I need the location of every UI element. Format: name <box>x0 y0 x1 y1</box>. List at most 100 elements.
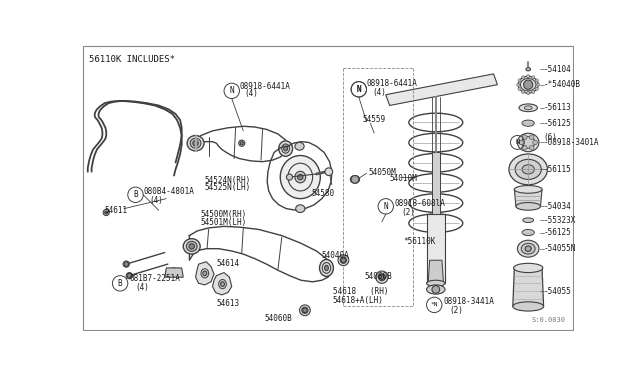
Circle shape <box>240 142 243 145</box>
Circle shape <box>325 168 333 176</box>
Circle shape <box>124 262 129 266</box>
Circle shape <box>529 135 534 140</box>
Text: 54060B: 54060B <box>365 272 393 281</box>
Ellipse shape <box>522 120 534 126</box>
Ellipse shape <box>525 246 531 251</box>
Ellipse shape <box>103 209 109 216</box>
Text: 54050M: 54050M <box>369 168 397 177</box>
Text: 54559: 54559 <box>363 115 386 125</box>
Text: 54614: 54614 <box>216 259 239 268</box>
Text: (4): (4) <box>136 283 149 292</box>
Circle shape <box>524 80 533 89</box>
Ellipse shape <box>524 106 532 110</box>
Text: N: N <box>515 140 520 145</box>
Text: B: B <box>133 190 138 199</box>
Text: 54501M(LH): 54501M(LH) <box>201 218 247 227</box>
Text: (2): (2) <box>401 208 415 217</box>
Text: 08918-608lA: 08918-608lA <box>395 199 446 208</box>
Text: -54104: -54104 <box>543 65 572 74</box>
Ellipse shape <box>126 273 132 279</box>
Circle shape <box>532 90 535 93</box>
Ellipse shape <box>338 255 349 266</box>
Ellipse shape <box>203 271 207 276</box>
Circle shape <box>532 76 535 79</box>
Ellipse shape <box>219 279 227 289</box>
Text: 54060B: 54060B <box>265 314 292 323</box>
Polygon shape <box>212 273 232 295</box>
Ellipse shape <box>376 271 388 283</box>
Ellipse shape <box>513 302 543 311</box>
Ellipse shape <box>513 263 543 273</box>
Circle shape <box>527 92 530 95</box>
Circle shape <box>533 140 538 145</box>
Ellipse shape <box>168 268 179 276</box>
Text: S:0.0030: S:0.0030 <box>531 317 565 323</box>
Text: N: N <box>356 85 361 94</box>
Ellipse shape <box>183 239 200 254</box>
Text: N: N <box>229 86 234 95</box>
Ellipse shape <box>284 146 287 151</box>
Text: -08918-3401A: -08918-3401A <box>543 138 599 147</box>
Circle shape <box>537 83 540 86</box>
Text: *N: *N <box>431 302 438 307</box>
Text: (4): (4) <box>149 196 163 205</box>
Ellipse shape <box>287 174 292 180</box>
Polygon shape <box>386 74 497 106</box>
Ellipse shape <box>340 257 346 263</box>
Text: N: N <box>356 85 361 94</box>
Text: *56110K: *56110K <box>403 237 436 246</box>
Text: 08918-6441A: 08918-6441A <box>367 78 417 87</box>
Ellipse shape <box>519 104 538 112</box>
Circle shape <box>535 79 538 82</box>
Text: 54618+A(LH): 54618+A(LH) <box>333 296 383 305</box>
Ellipse shape <box>521 243 535 254</box>
Text: -*54040B: -*54040B <box>543 80 580 89</box>
Ellipse shape <box>516 202 541 210</box>
Ellipse shape <box>302 307 308 313</box>
Circle shape <box>127 273 132 278</box>
Polygon shape <box>515 189 542 206</box>
Ellipse shape <box>520 78 536 91</box>
Ellipse shape <box>350 176 360 183</box>
Polygon shape <box>513 268 543 307</box>
Text: (4): (4) <box>245 89 259 98</box>
Text: -56125: -56125 <box>543 228 572 237</box>
Ellipse shape <box>517 240 539 257</box>
Ellipse shape <box>515 186 542 193</box>
Text: -56125: -56125 <box>543 119 572 128</box>
Text: N: N <box>383 202 388 211</box>
Text: 54040A: 54040A <box>322 251 349 260</box>
Ellipse shape <box>526 68 531 71</box>
Circle shape <box>518 87 521 90</box>
Text: (2): (2) <box>450 307 463 315</box>
Circle shape <box>303 308 307 312</box>
Text: 54618   (RH): 54618 (RH) <box>333 287 388 296</box>
Circle shape <box>522 90 525 93</box>
Polygon shape <box>196 262 214 285</box>
Circle shape <box>351 176 359 183</box>
Text: 54613: 54613 <box>216 299 239 308</box>
Ellipse shape <box>105 211 108 214</box>
Text: (4): (4) <box>372 88 387 97</box>
Ellipse shape <box>189 244 195 249</box>
Ellipse shape <box>201 269 209 278</box>
Text: 081B7-2251A: 081B7-2251A <box>129 274 180 283</box>
Ellipse shape <box>515 159 541 179</box>
Circle shape <box>527 75 530 78</box>
Polygon shape <box>164 268 183 277</box>
Ellipse shape <box>221 282 225 286</box>
Polygon shape <box>432 153 440 214</box>
Circle shape <box>519 140 524 145</box>
Ellipse shape <box>295 142 304 150</box>
Text: 08918-6441A: 08918-6441A <box>239 81 291 91</box>
Text: 54525N(LH): 54525N(LH) <box>205 183 251 192</box>
Ellipse shape <box>280 155 320 199</box>
Circle shape <box>522 145 527 150</box>
Text: 54500M(RH): 54500M(RH) <box>201 210 247 219</box>
Circle shape <box>516 83 520 86</box>
Text: 54580: 54580 <box>311 189 334 198</box>
Ellipse shape <box>190 138 201 148</box>
Ellipse shape <box>187 135 204 151</box>
Circle shape <box>529 145 534 150</box>
Text: 56110K INCLUDES*: 56110K INCLUDES* <box>90 55 175 64</box>
